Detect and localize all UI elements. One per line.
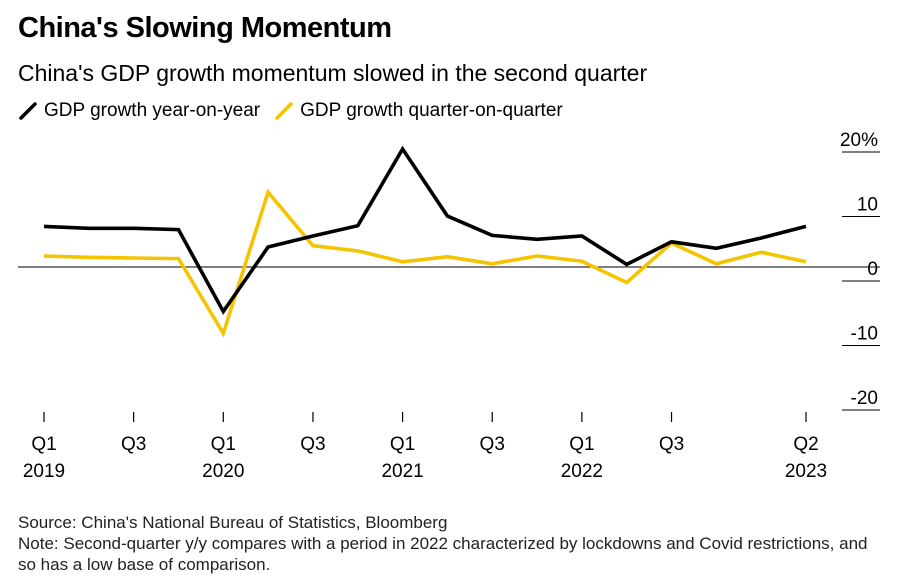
x-tick-label: Q3 [480, 434, 505, 455]
x-tick-year-label: 2021 [381, 461, 423, 482]
chart-title: China's Slowing Momentum [18, 12, 392, 44]
legend: GDP growth year-on-year GDP growth quart… [18, 100, 577, 122]
x-tick-year-label: 2019 [23, 461, 65, 482]
y-tick-label: 20% [840, 130, 878, 151]
x-tick-label: Q2 [793, 434, 818, 455]
y-tick-label: 10 [857, 195, 878, 216]
x-tick-label: Q1 [390, 434, 415, 455]
legend-swatch-qoq [275, 102, 293, 120]
x-tick-label: Q1 [31, 434, 56, 455]
line-chart: 20% 10 0 -10 -20 Q1 2019 Q3 Q1 2020 Q3 Q1 2021 Q3 Q1 20… [18, 130, 880, 482]
legend-item-yoy: GDP growth year-on-year [18, 100, 260, 122]
y-tick-label: 0 [867, 259, 878, 280]
series-line-qoq [43, 188, 807, 338]
source-note: Source: China's National Bureau of Stati… [18, 513, 448, 532]
series-line-yoy [43, 145, 807, 315]
legend-swatch-yoy [19, 102, 37, 120]
x-tick-year-label: 2020 [202, 461, 244, 482]
x-tick-year-label: 2022 [561, 461, 603, 482]
chart-footer: Source: China's National Bureau of Stati… [18, 512, 878, 575]
x-tick-label: Q3 [121, 434, 146, 455]
legend-label-qoq: GDP growth quarter-on-quarter [300, 100, 563, 121]
y-tick-label: -20 [851, 388, 878, 409]
x-tick-year-label: 2023 [785, 461, 827, 482]
footnote: Note: Second-quarter y/y compares with a… [18, 534, 868, 574]
legend-label-yoy: GDP growth year-on-year [44, 100, 261, 121]
x-tick-label: Q1 [569, 434, 594, 455]
legend-item-qoq: GDP growth quarter-on-quarter [274, 100, 563, 122]
x-tick-label: Q3 [659, 434, 684, 455]
chart-subtitle: China's GDP growth momentum slowed in th… [18, 60, 648, 86]
x-tick-label: Q1 [211, 434, 236, 455]
y-tick-label: -10 [851, 324, 878, 345]
x-tick-label: Q3 [300, 434, 325, 455]
